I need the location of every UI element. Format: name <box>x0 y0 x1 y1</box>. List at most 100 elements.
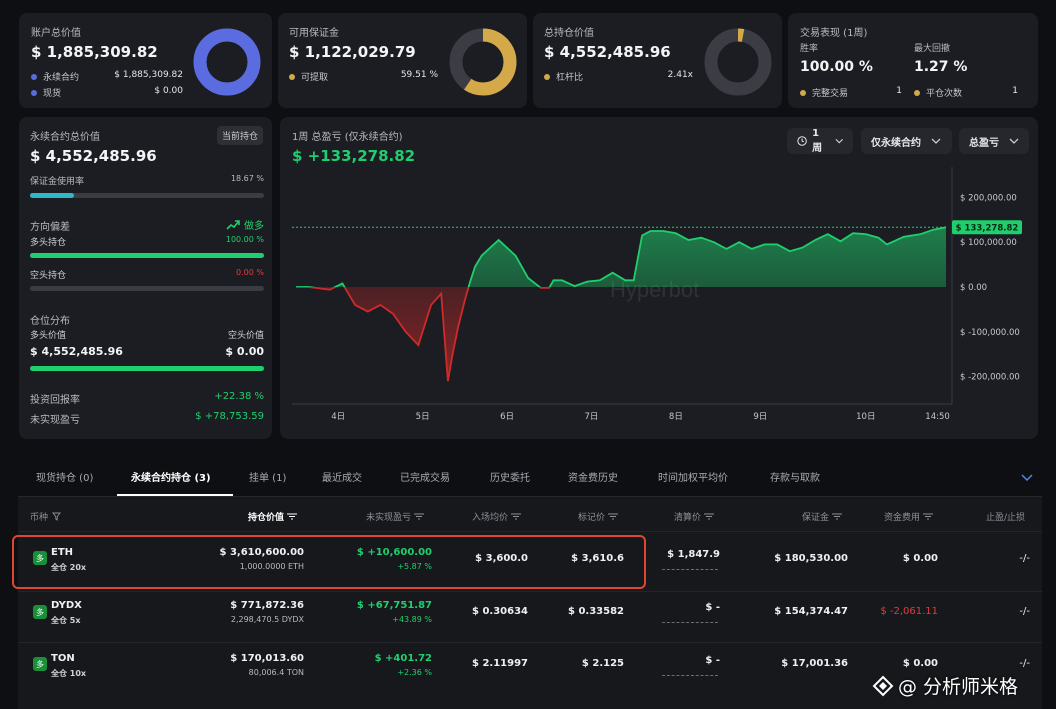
trend-up-icon <box>226 219 240 230</box>
tab-order-history[interactable]: 历史委托 <box>490 473 530 484</box>
tab-perp-positions[interactable]: 永续合约持仓 (3) <box>131 473 211 484</box>
drawdown-value: 1.27 % <box>914 59 968 75</box>
margin: $ 154,374.47 <box>774 606 848 617</box>
header-mark[interactable]: 标记价 <box>578 510 619 523</box>
position-value: $ 170,013.60 <box>230 653 304 664</box>
entry-price: $ 0.30634 <box>472 606 528 617</box>
margin-usage-value: 18.67 % <box>230 174 264 183</box>
y-tick-label: $ -200,000.00 <box>960 373 1020 383</box>
header-divider <box>18 531 1042 532</box>
funding: $ 0.00 <box>902 553 938 564</box>
sort-icon <box>923 513 934 520</box>
tab-recent-fills[interactable]: 最近成交 <box>322 473 362 484</box>
entry-price: $ 3,600.0 <box>475 553 528 564</box>
header-liq[interactable]: 清算价 <box>674 510 715 523</box>
tab-deposits-withdrawals[interactable]: 存款与取款 <box>770 473 820 484</box>
close-count-value: 1 <box>1012 86 1018 96</box>
account-value-card: 账户总价值 $ 1,885,309.82 永续合约 $ 1,885,309.82… <box>19 13 272 108</box>
win-rate-label: 胜率 <box>800 44 819 54</box>
withdrawable-value: 59.51 % <box>400 70 438 80</box>
x-tick-label: 10日 <box>856 412 875 422</box>
sort-icon <box>832 513 843 520</box>
x-tick-label: 14:50 <box>925 412 950 422</box>
position-value: $ 3,610,600.00 <box>219 547 304 558</box>
metric-dropdown[interactable]: 总盈亏 <box>959 128 1029 154</box>
account-value: $ 1,885,309.82 <box>31 43 158 61</box>
legend-complete-trades: 完整交易 <box>800 86 848 99</box>
liq-price: $ - <box>705 602 720 613</box>
tab-open-orders[interactable]: 挂单 (1) <box>249 473 287 484</box>
pnl-chart-value: $ +133,278.82 <box>292 147 416 165</box>
range-dropdown[interactable]: 1周 <box>787 128 853 154</box>
liq-price-dashes <box>662 622 718 623</box>
current-position-badge[interactable]: 当前持仓 <box>216 126 263 145</box>
legend-close-count: 平仓次数 <box>914 86 962 99</box>
long-value-label: 多头价值 <box>30 331 67 341</box>
roi-label: 投资回报率 <box>30 395 80 406</box>
filter-dropdown[interactable]: 仅永续合约 <box>861 128 952 154</box>
margin-mode: 全仓 10x <box>51 669 87 678</box>
tab-funding-history[interactable]: 资金费历史 <box>568 473 618 484</box>
liq-price: $ - <box>705 655 720 666</box>
tab-spot-positions[interactable]: 现货持仓 (0) <box>36 473 94 484</box>
x-tick-label: 7日 <box>584 412 598 422</box>
y-tick-label: $ 200,000.00 <box>960 193 1017 203</box>
header-margin[interactable]: 保证金 <box>802 510 843 523</box>
pnl-chart-title: 1周 总盈亏 (仅永续合约) <box>292 132 403 143</box>
coin-name: ETH <box>51 547 74 558</box>
tab-completed-trades[interactable]: 已完成交易 <box>400 473 450 484</box>
pnl-line-negative <box>296 287 575 382</box>
direction-value: 做多 <box>226 217 264 232</box>
liq-price-dashes <box>662 569 718 570</box>
performance-title: 交易表现 (1周) <box>800 28 868 39</box>
y-tick-label: $ 100,000.00 <box>960 238 1017 248</box>
position-size: 2,298,470.5 DYDX <box>230 615 304 624</box>
header-coin[interactable]: 币种 <box>30 510 61 523</box>
liq-price: $ 1,847.9 <box>667 549 720 560</box>
leverage-donut <box>704 28 772 96</box>
chevron-down-icon <box>1009 138 1019 144</box>
author-watermark: @ 分析师米格 <box>872 672 1018 699</box>
account-value-title: 账户总价值 <box>31 28 81 39</box>
position-size: 80,006.4 TON <box>248 668 304 677</box>
available-margin-value: $ 1,122,029.79 <box>289 43 416 61</box>
sort-icon <box>704 513 715 520</box>
negative-area <box>296 287 946 382</box>
header-position-value[interactable]: 持仓价值 <box>248 510 298 523</box>
tpsl[interactable]: -/- <box>1019 658 1030 669</box>
tab-twap[interactable]: 时间加权平均价 <box>658 473 728 484</box>
complete-trades-value: 1 <box>896 86 902 96</box>
upnl: $ +401.72 <box>374 653 432 664</box>
y-tick-label: $ 0.00 <box>960 283 987 293</box>
last-value-badge <box>952 220 1022 235</box>
collapse-chevron-icon[interactable] <box>1021 474 1033 482</box>
header-tpsl: 止盈/止损 <box>986 513 1026 523</box>
diamond-logo-icon <box>872 675 894 696</box>
margin-mode: 全仓 5x <box>51 616 81 625</box>
total-position-value: $ 4,552,485.96 <box>544 43 671 61</box>
margin: $ 17,001.36 <box>781 658 848 669</box>
margin-mode: 全仓 20x <box>51 563 87 572</box>
perp-summary-panel: 永续合约总价值 当前持仓 $ 4,552,485.96 保证金使用率 18.67… <box>19 117 272 439</box>
upnl: $ +67,751.87 <box>356 600 432 611</box>
long-bar <box>30 253 264 258</box>
y-tick-label: $ -100,000.00 <box>960 328 1020 338</box>
tpsl[interactable]: -/- <box>1019 553 1030 564</box>
tpsl[interactable]: -/- <box>1019 606 1030 617</box>
position-value: $ 771,872.36 <box>230 600 304 611</box>
coin-icon: 多 <box>33 551 47 565</box>
header-upnl[interactable]: 未实现盈亏 <box>366 510 425 523</box>
win-rate-value: 100.00 % <box>800 59 873 75</box>
sort-icon <box>414 513 425 520</box>
account-donut <box>193 28 261 96</box>
upnl-pct: +2.36 % <box>397 668 432 677</box>
direction-label: 方向偏差 <box>30 222 70 233</box>
total-position-card: 总持仓价值 $ 4,552,485.96 杠杆比 2.41x <box>533 13 782 108</box>
performance-card: 交易表现 (1周) 胜率 100.00 % 最大回撤 1.27 % 完整交易 1… <box>788 13 1038 108</box>
last-value-label: $ 133,278.82 <box>956 223 1019 233</box>
long-pct: 100.00 % <box>225 235 264 244</box>
distribution-bar <box>30 366 264 371</box>
header-entry[interactable]: 入场均价 <box>472 510 522 523</box>
header-funding[interactable]: 资金费用 <box>884 510 934 523</box>
x-tick-label: 5日 <box>416 412 430 422</box>
